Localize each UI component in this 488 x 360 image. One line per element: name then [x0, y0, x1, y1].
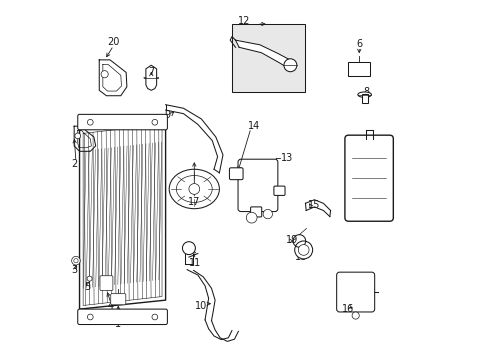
Text: 7: 7	[148, 67, 154, 77]
Text: 1: 1	[115, 319, 121, 329]
Polygon shape	[165, 105, 223, 173]
Bar	[348, 62, 369, 76]
FancyBboxPatch shape	[110, 294, 125, 305]
FancyBboxPatch shape	[344, 135, 392, 221]
Text: 10: 10	[195, 301, 207, 311]
Text: 12: 12	[237, 17, 249, 27]
Polygon shape	[235, 40, 292, 71]
Ellipse shape	[357, 92, 371, 97]
Circle shape	[74, 258, 78, 263]
FancyBboxPatch shape	[273, 186, 285, 195]
Circle shape	[294, 241, 312, 259]
Circle shape	[152, 120, 158, 125]
Circle shape	[263, 210, 272, 219]
Text: 18: 18	[294, 252, 306, 262]
Polygon shape	[204, 320, 238, 341]
Circle shape	[72, 256, 80, 265]
Text: 2: 2	[71, 159, 77, 169]
Text: 19: 19	[285, 235, 297, 245]
Text: 9: 9	[164, 111, 170, 121]
FancyBboxPatch shape	[78, 114, 167, 130]
FancyBboxPatch shape	[100, 276, 113, 291]
Circle shape	[351, 312, 359, 319]
Ellipse shape	[169, 169, 219, 209]
Text: 16: 16	[341, 304, 353, 314]
Text: 4: 4	[108, 301, 114, 311]
Circle shape	[284, 59, 296, 72]
Polygon shape	[305, 200, 330, 217]
Text: 8: 8	[363, 87, 369, 97]
Circle shape	[182, 242, 195, 255]
Text: 17: 17	[188, 197, 200, 207]
Text: 6: 6	[355, 39, 362, 49]
Text: 3: 3	[71, 265, 78, 275]
FancyBboxPatch shape	[250, 207, 261, 217]
FancyBboxPatch shape	[336, 272, 374, 312]
Bar	[361, 94, 367, 103]
Circle shape	[246, 212, 257, 223]
FancyBboxPatch shape	[78, 309, 167, 324]
Circle shape	[87, 276, 92, 281]
Text: 20: 20	[107, 37, 120, 47]
Text: 5: 5	[84, 282, 91, 292]
Circle shape	[101, 71, 108, 78]
Polygon shape	[187, 270, 215, 320]
Circle shape	[152, 314, 158, 320]
Circle shape	[87, 120, 93, 125]
Circle shape	[75, 133, 81, 139]
Circle shape	[188, 184, 199, 194]
Text: 14: 14	[247, 121, 260, 131]
Text: 15: 15	[307, 200, 320, 210]
Text: 13: 13	[280, 153, 292, 163]
Bar	[231, 24, 305, 92]
Text: 11: 11	[189, 258, 201, 268]
Circle shape	[298, 244, 308, 255]
Circle shape	[87, 314, 93, 320]
FancyBboxPatch shape	[238, 159, 277, 212]
FancyBboxPatch shape	[229, 168, 243, 180]
